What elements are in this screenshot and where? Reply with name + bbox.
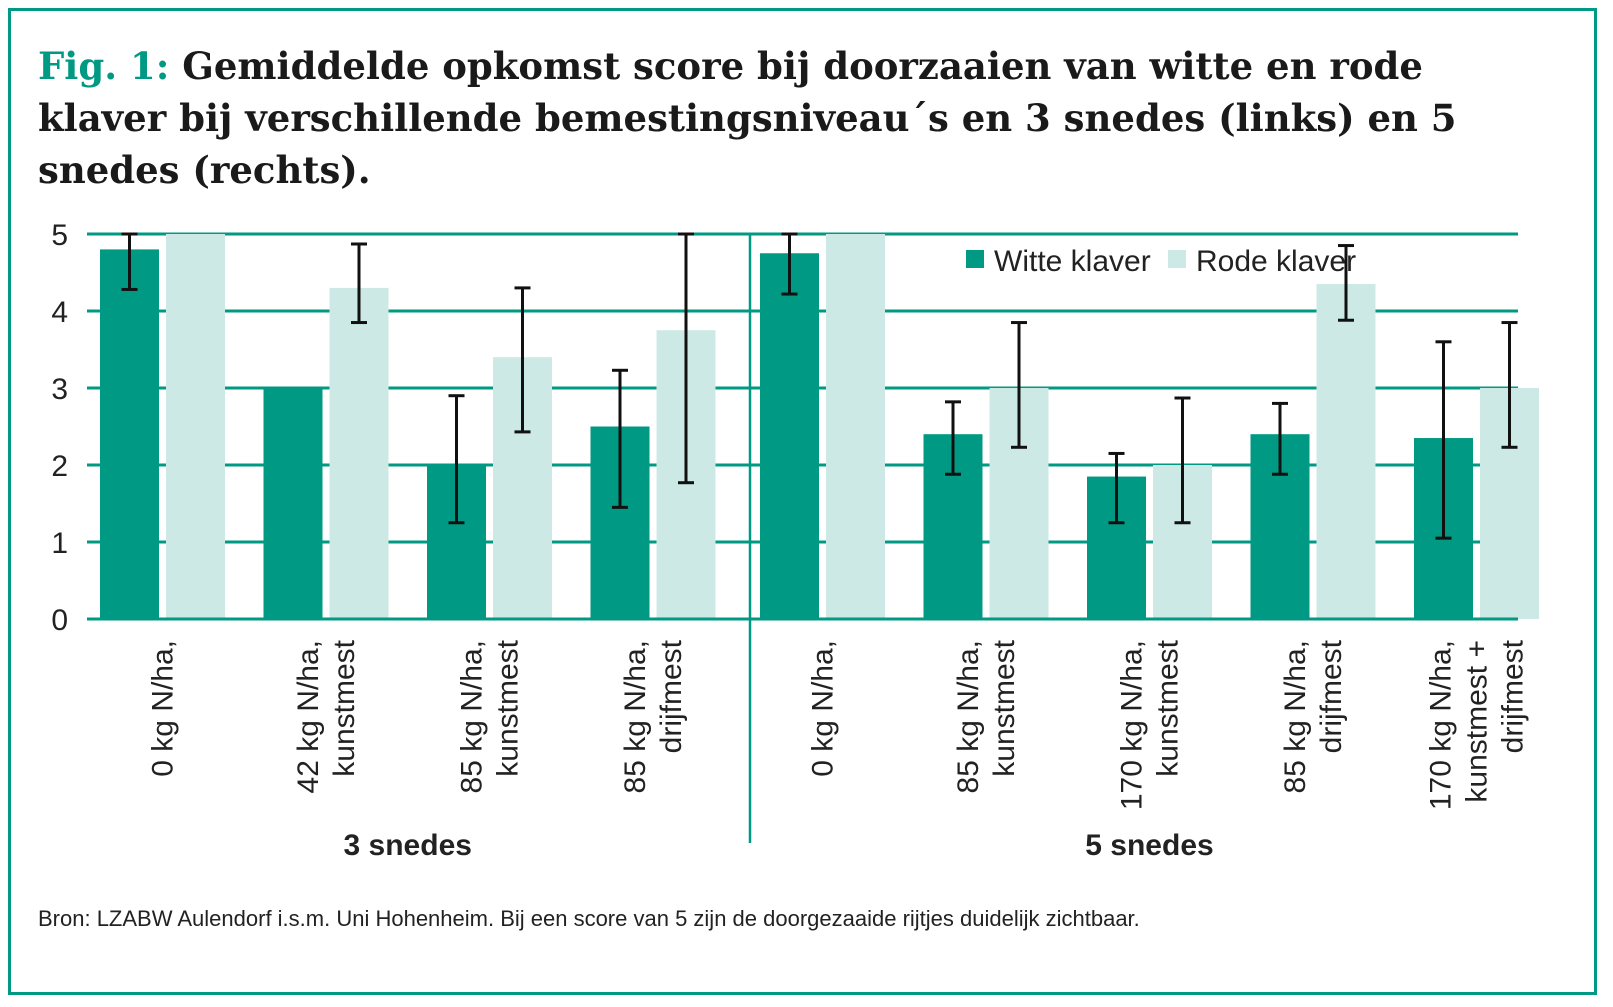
- category-label: kunstmest: [328, 639, 361, 776]
- error-bar-witte: [1435, 340, 1452, 540]
- bar-rode-klaver: [826, 234, 885, 619]
- error-bar-rode: [1338, 244, 1354, 322]
- category-label: 170 kg N/ha,: [1116, 640, 1149, 810]
- error-bar-rode: [1174, 396, 1191, 525]
- category-label: 0 kg N/ha,: [807, 640, 840, 777]
- y-tick-label: 5: [51, 219, 68, 252]
- error-bar-witte: [1108, 451, 1125, 525]
- y-tick-label: 2: [51, 450, 68, 483]
- bar-witte-klaver: [760, 253, 819, 619]
- category-label: 85 kg N/ha,: [619, 640, 652, 793]
- category-label: 42 kg N/ha,: [292, 640, 325, 793]
- error-bar-rode: [1501, 321, 1518, 449]
- figure-label: Fig. 1:: [38, 44, 170, 88]
- bar-rode-klaver: [166, 234, 225, 619]
- bar-witte-klaver: [263, 388, 323, 619]
- bar-rode-klaver: [1316, 284, 1376, 619]
- category-label: kunstmest +: [1461, 640, 1494, 803]
- error-bar-rode: [351, 242, 367, 325]
- error-bar-witte: [1272, 401, 1288, 476]
- category-label: drijfmest: [655, 639, 688, 753]
- category-label: 85 kg N/ha,: [456, 640, 489, 793]
- category-label: kunstmest: [492, 639, 525, 776]
- category-label: drijfmest: [1497, 639, 1530, 753]
- error-bar-rode: [514, 286, 531, 434]
- error-bar-witte: [945, 400, 961, 476]
- y-tick-label: 3: [51, 373, 68, 406]
- source-note: Bron: LZABW Aulendorf i.s.m. Uni Hohenhe…: [38, 906, 1140, 931]
- category-label: drijfmest: [1315, 639, 1348, 753]
- category-label: 170 kg N/ha,: [1425, 640, 1458, 810]
- bar-witte-klaver: [100, 249, 159, 619]
- legend-label-rode: Rode klaver: [1196, 245, 1356, 278]
- y-tick-label: 1: [51, 527, 68, 560]
- error-bar-rode: [678, 232, 694, 485]
- bar-rode-klaver: [329, 287, 389, 619]
- y-tick-label: 0: [51, 604, 68, 637]
- figure-title: Fig. 1: Gemiddelde opkomst score bij doo…: [38, 40, 1558, 196]
- figure-title-text: Gemiddelde opkomst score bij doorzaaien …: [38, 44, 1457, 192]
- group-label: 3 snedes: [344, 829, 472, 862]
- error-bar-witte: [448, 394, 465, 525]
- legend-swatch-rode: [1168, 250, 1186, 268]
- category-label: 0 kg N/ha,: [147, 640, 180, 777]
- category-label: 85 kg N/ha,: [1279, 640, 1312, 793]
- error-bar-witte: [121, 232, 138, 291]
- error-bar-witte: [781, 232, 798, 296]
- legend-label-witte: Witte klaver: [994, 245, 1151, 278]
- legend: Witte klaver Rode klaver: [966, 245, 1356, 278]
- y-tick-label: 4: [51, 296, 68, 329]
- group-label: 5 snedes: [1085, 829, 1213, 862]
- category-label: kunstmest: [988, 639, 1021, 776]
- category-label: 85 kg N/ha,: [952, 640, 985, 793]
- error-bar-witte: [612, 368, 628, 509]
- error-bar-rode: [1011, 321, 1027, 449]
- legend-swatch-witte: [966, 250, 984, 268]
- category-label: kunstmest: [1152, 639, 1185, 776]
